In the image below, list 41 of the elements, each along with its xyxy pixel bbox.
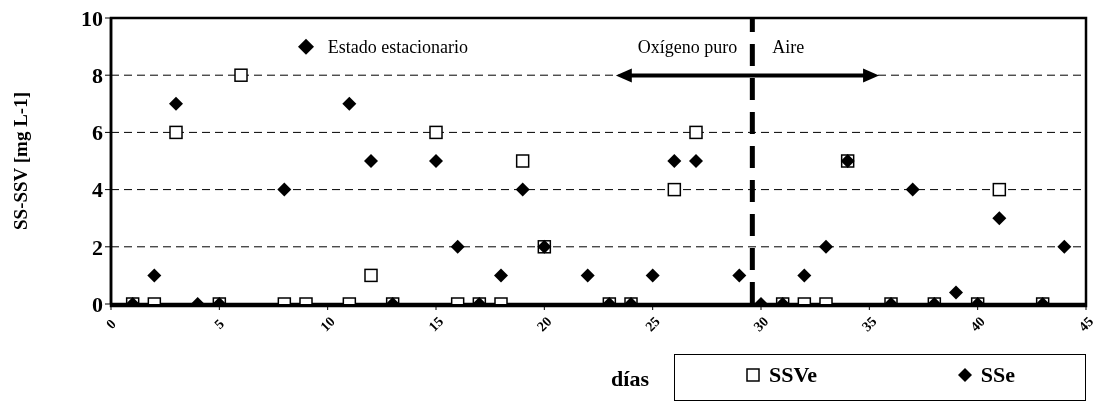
annotation: Estado estacionario xyxy=(327,36,469,57)
point xyxy=(277,182,292,197)
x-tick-label: 30 xyxy=(750,313,772,335)
x-tick-label: 35 xyxy=(859,313,880,335)
point xyxy=(905,182,920,197)
point xyxy=(169,96,183,111)
point xyxy=(429,125,443,140)
point xyxy=(429,154,443,168)
y-tick-label: 4 xyxy=(92,177,103,203)
y-tick-label: 6 xyxy=(92,120,103,146)
point xyxy=(342,96,357,111)
point xyxy=(364,154,378,168)
x-tick-label: 10 xyxy=(317,313,338,335)
x-tick-label: 45 xyxy=(1075,313,1097,335)
point xyxy=(667,182,682,197)
point xyxy=(667,154,682,168)
legend-label: SSe xyxy=(980,361,1016,389)
y-axis-title: SS-SSV [mg L-1] xyxy=(9,92,31,230)
y-tick-label: 2 xyxy=(92,234,103,260)
x-tick-label: 25 xyxy=(642,313,663,335)
annotation: Oxígeno puro xyxy=(637,36,738,57)
point xyxy=(515,182,530,197)
annotation: Aire xyxy=(772,36,805,57)
x-tick-label: 20 xyxy=(534,313,555,335)
point xyxy=(689,125,703,140)
x-axis-title: días xyxy=(611,366,650,391)
point xyxy=(689,154,703,168)
y-tick-label: 8 xyxy=(92,63,103,89)
point xyxy=(1057,239,1072,254)
point xyxy=(819,239,833,254)
point xyxy=(992,182,1007,197)
x-tick-label: 15 xyxy=(425,313,447,335)
point xyxy=(169,125,183,140)
x-tick-label: 0 xyxy=(103,316,119,332)
point xyxy=(992,211,1007,226)
point xyxy=(450,239,465,254)
x-tick-label: 40 xyxy=(967,313,988,335)
x-tick-label: 5 xyxy=(211,316,228,332)
y-tick-label: 10 xyxy=(81,5,103,31)
point xyxy=(515,154,530,168)
legend-label: SSVe xyxy=(768,361,818,389)
